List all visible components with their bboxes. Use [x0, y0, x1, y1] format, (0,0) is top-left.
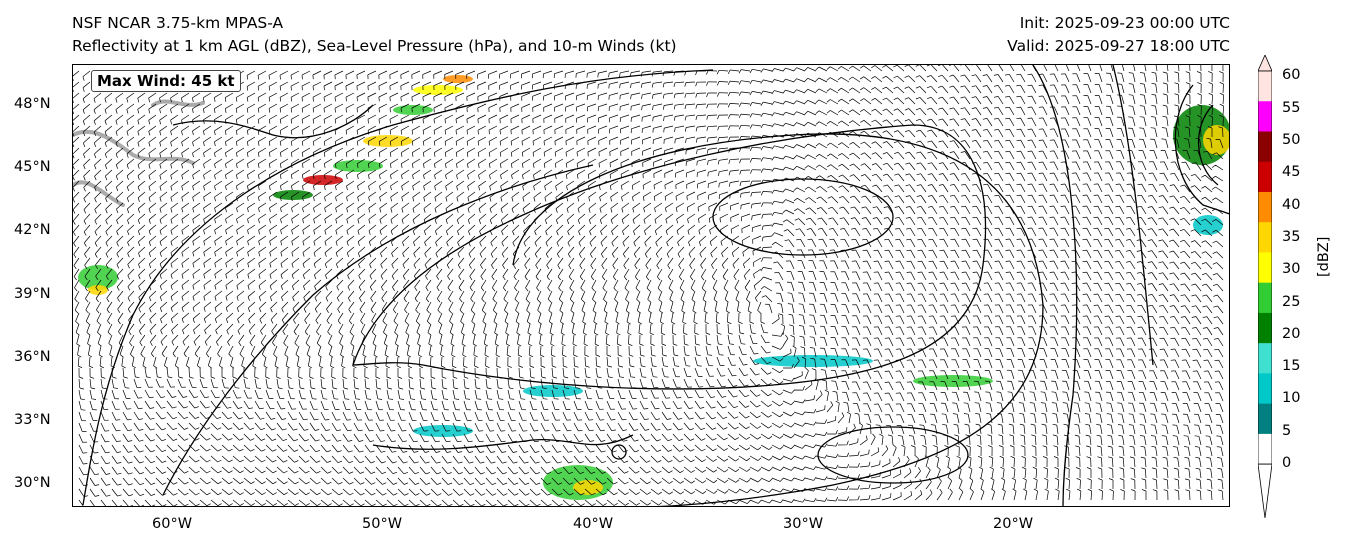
colorbar-segment — [1258, 282, 1272, 314]
wind-barb-layer — [73, 65, 1225, 506]
colorbar-segment — [1258, 161, 1272, 193]
colorbar-label: 50 — [1282, 132, 1301, 148]
title-line-1: NSF NCAR 3.75-km MPAS-A — [72, 14, 284, 32]
colorbar-segment — [1258, 312, 1272, 344]
colorbar-segment — [1258, 343, 1272, 374]
lat-tick-33n: 33°N — [14, 412, 51, 428]
reflectivity-echo — [1203, 125, 1229, 155]
lat-tick-42n: 42°N — [14, 222, 51, 238]
reflectivity-echo — [913, 375, 993, 387]
colorbar-segment — [1258, 101, 1272, 132]
reflectivity-echo — [363, 135, 413, 147]
colorbar-label: 10 — [1282, 390, 1301, 407]
colorbar-extend-max — [1258, 55, 1272, 72]
reflectivity-echo — [78, 265, 118, 290]
lon-tick-30w: 30°W — [783, 516, 824, 532]
colorbar-label: 45 — [1282, 164, 1301, 181]
reflectivity-echo — [273, 190, 313, 200]
colorbar-segment — [1258, 373, 1272, 405]
isobar-layer — [82, 65, 1229, 506]
title-line-2: Reflectivity at 1 km AGL (dBZ), Sea-Leve… — [72, 37, 677, 55]
lon-tick-50w: 50°W — [362, 516, 403, 532]
reflectivity-echo — [393, 105, 433, 115]
colorbar-label: 30 — [1282, 261, 1301, 278]
colorbar-unit-label: [dBZ] — [1316, 236, 1332, 277]
colorbar-label: 20 — [1282, 325, 1301, 342]
colorbar-label: 25 — [1282, 293, 1301, 310]
lon-tick-40w: 40°W — [573, 516, 614, 532]
colorbar-segment — [1258, 71, 1272, 102]
lon-tick-60w: 60°W — [152, 516, 193, 532]
reflectivity-echo — [413, 85, 463, 95]
colorbar-label: 40 — [1282, 196, 1301, 213]
lat-tick-48n: 48°N — [14, 96, 51, 112]
valid-time: Valid: 2025-09-27 18:00 UTC — [1007, 37, 1230, 55]
colorbar-label: 60 — [1282, 67, 1301, 84]
colorbar-label: 5 — [1282, 422, 1292, 439]
lat-tick-36n: 36°N — [14, 349, 51, 365]
reflectivity-echo — [573, 480, 603, 495]
reflectivity-echo — [753, 355, 873, 367]
lat-tick-30n: 30°N — [14, 475, 51, 491]
wind-barbs — [73, 65, 1225, 506]
colorbar — [1258, 55, 1272, 518]
reflectivity-echo — [443, 75, 473, 83]
colorbar-label: 35 — [1282, 228, 1301, 245]
colorbar-segment — [1258, 403, 1272, 435]
map-canvas — [73, 65, 1229, 506]
reflectivity-echo — [413, 425, 473, 437]
colorbar-segment — [1258, 191, 1272, 223]
colorbar-label: 55 — [1282, 99, 1301, 116]
colorbar-label: 0 — [1282, 455, 1292, 471]
lat-tick-45n: 45°N — [14, 159, 51, 175]
colorbar-extend-min — [1258, 463, 1272, 518]
max-wind-label: Max Wind: 45 kt — [91, 70, 241, 92]
colorbar-segment — [1258, 131, 1272, 163]
colorbar-segment — [1258, 433, 1272, 465]
colorbar-label: 15 — [1282, 358, 1301, 375]
lat-tick-39n: 39°N — [14, 286, 51, 302]
lon-tick-20w: 20°W — [993, 516, 1034, 532]
reflectivity-echo — [303, 175, 343, 185]
colorbar-segment — [1258, 252, 1272, 284]
colorbar-segment — [1258, 222, 1272, 253]
init-time: Init: 2025-09-23 00:00 UTC — [1019, 14, 1230, 32]
map-panel: Max Wind: 45 kt — [72, 64, 1230, 507]
